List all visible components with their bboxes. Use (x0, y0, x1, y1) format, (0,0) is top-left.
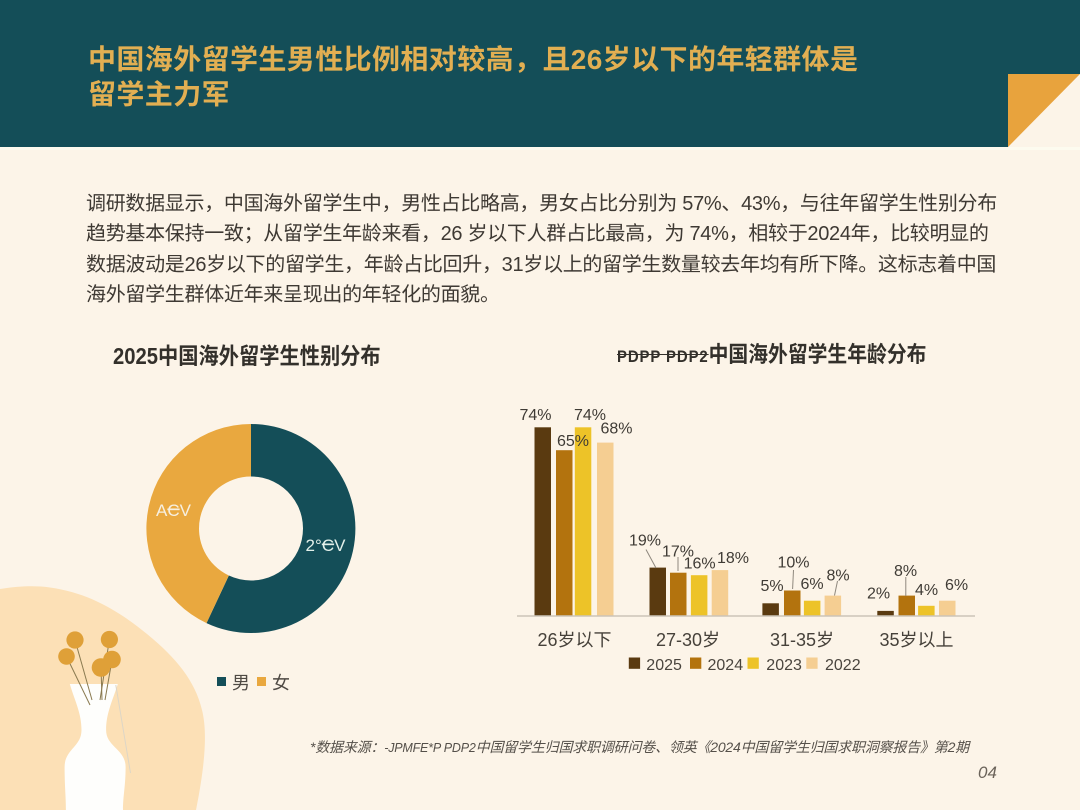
svg-text:2024: 2024 (708, 651, 744, 675)
svg-text:2%: 2% (867, 579, 890, 603)
svg-text:8%: 8% (826, 561, 849, 585)
svg-text:26岁以下: 26岁以下 (537, 626, 611, 652)
svg-text:4%: 4% (915, 576, 938, 600)
svg-text:6%: 6% (800, 570, 823, 594)
svg-text:ACV: ACV (156, 496, 192, 521)
svg-text:68%: 68% (600, 414, 632, 438)
svg-text:74%: 74% (519, 401, 551, 425)
svg-text:35岁以上: 35岁以上 (879, 626, 953, 652)
svg-text:27-30岁: 27-30岁 (656, 626, 720, 652)
svg-text:10%: 10% (777, 549, 809, 573)
svg-text:65%: 65% (557, 427, 589, 451)
svg-text:6%: 6% (945, 571, 968, 595)
svg-text:8%: 8% (894, 557, 917, 581)
svg-text:2022: 2022 (825, 651, 861, 675)
svg-text:2025: 2025 (646, 651, 682, 675)
svg-text:74%: 74% (574, 401, 606, 425)
svg-text:17%: 17% (662, 538, 694, 562)
svg-text:2°CV: 2°CV (306, 531, 347, 556)
svg-text:31-35岁: 31-35岁 (770, 626, 834, 652)
svg-text:19%: 19% (629, 527, 661, 551)
svg-text:18%: 18% (717, 544, 749, 568)
svg-text:16%: 16% (684, 550, 716, 574)
svg-text:5%: 5% (760, 572, 783, 596)
svg-text:2023: 2023 (766, 651, 802, 675)
